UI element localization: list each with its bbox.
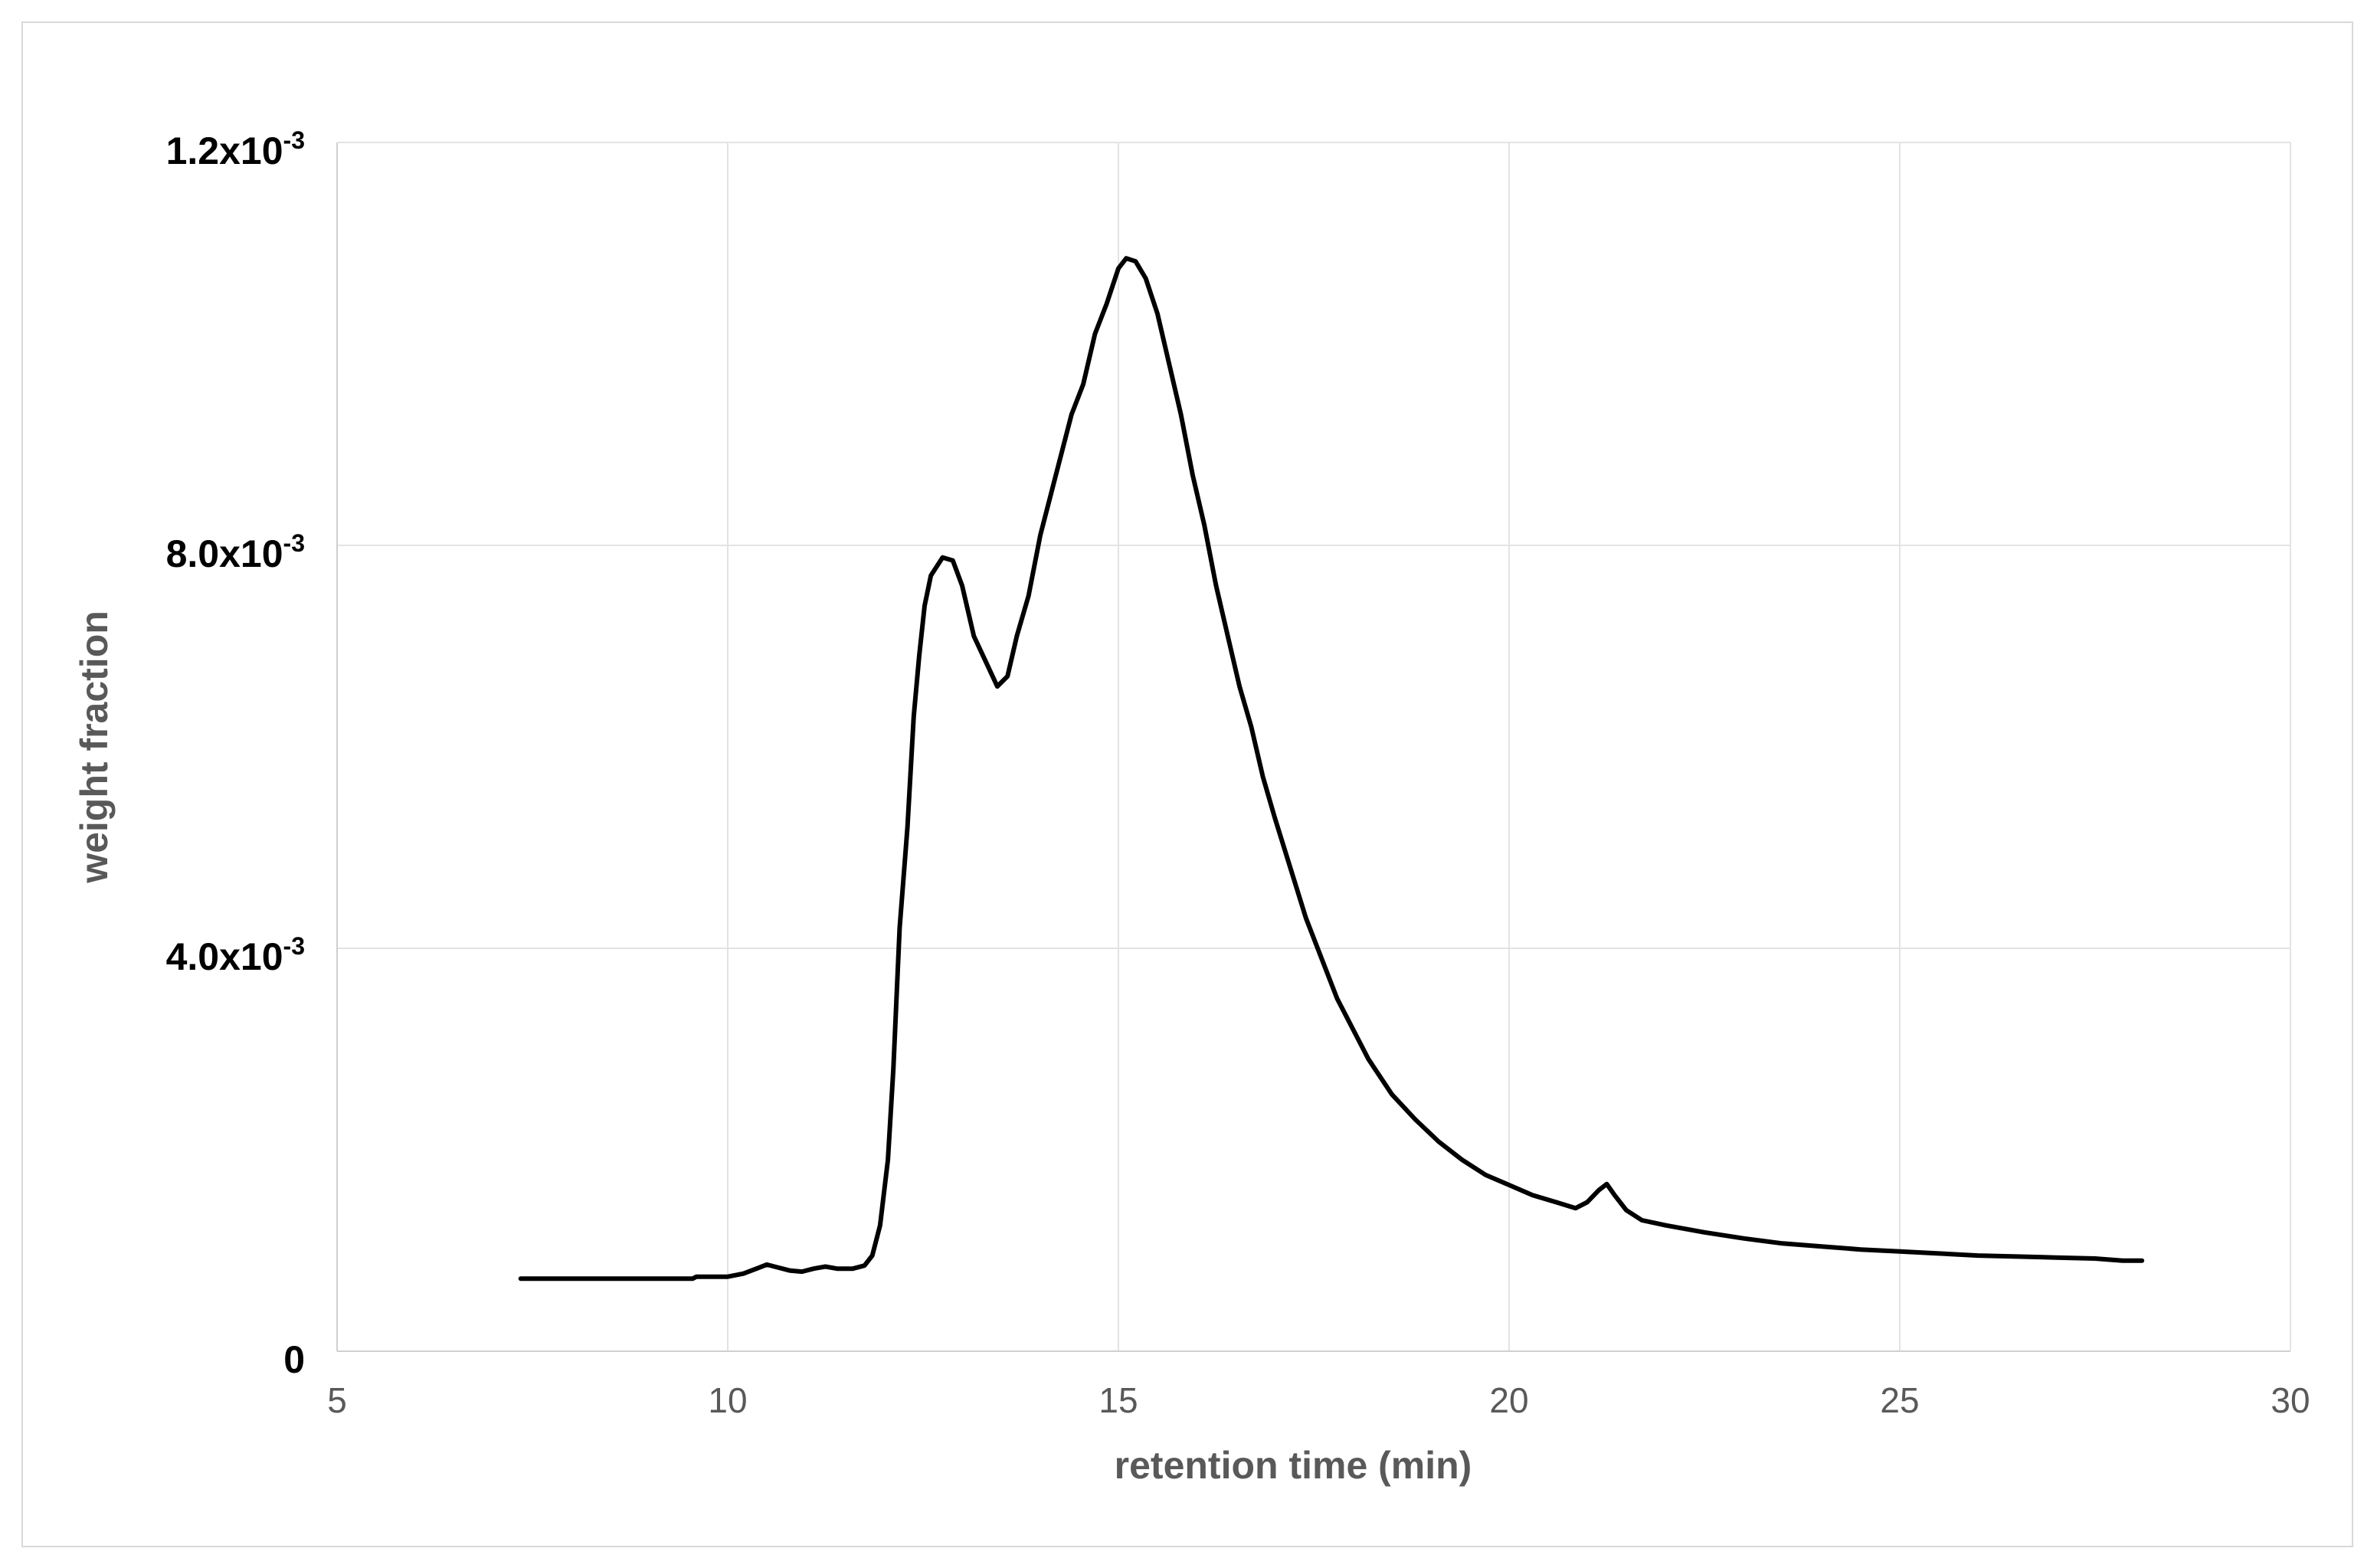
chart-area: [21, 21, 2353, 1547]
x-tick-label: 5: [327, 1380, 347, 1420]
x-tick-label: 25: [1880, 1380, 1919, 1420]
y-tick-label: 4.0x10-3: [166, 932, 305, 978]
series-line-0: [518, 256, 2145, 1282]
axes: [336, 142, 2291, 1352]
x-axis-title: retention time (min): [1115, 1444, 1472, 1487]
x-tick-label: 10: [708, 1380, 747, 1420]
x-tick-label: 20: [1489, 1380, 1528, 1420]
y-tick-label: 0: [283, 1338, 305, 1381]
y-axis-title: weight fraction: [73, 611, 116, 884]
y-tick-label: 1.2x10-3: [166, 126, 305, 172]
y-tick-label: 8.0x10-3: [166, 529, 305, 575]
x-tick-label: 30: [2271, 1380, 2310, 1420]
gridlines: [337, 142, 2291, 1351]
x-tick-label: 15: [1098, 1380, 1138, 1420]
series-layer: [518, 256, 2145, 1282]
tick-labels: 5 10 15 20 25 30 0 4.0x10-3 8.0x10-3 1.2x10-3: [166, 126, 2310, 1420]
